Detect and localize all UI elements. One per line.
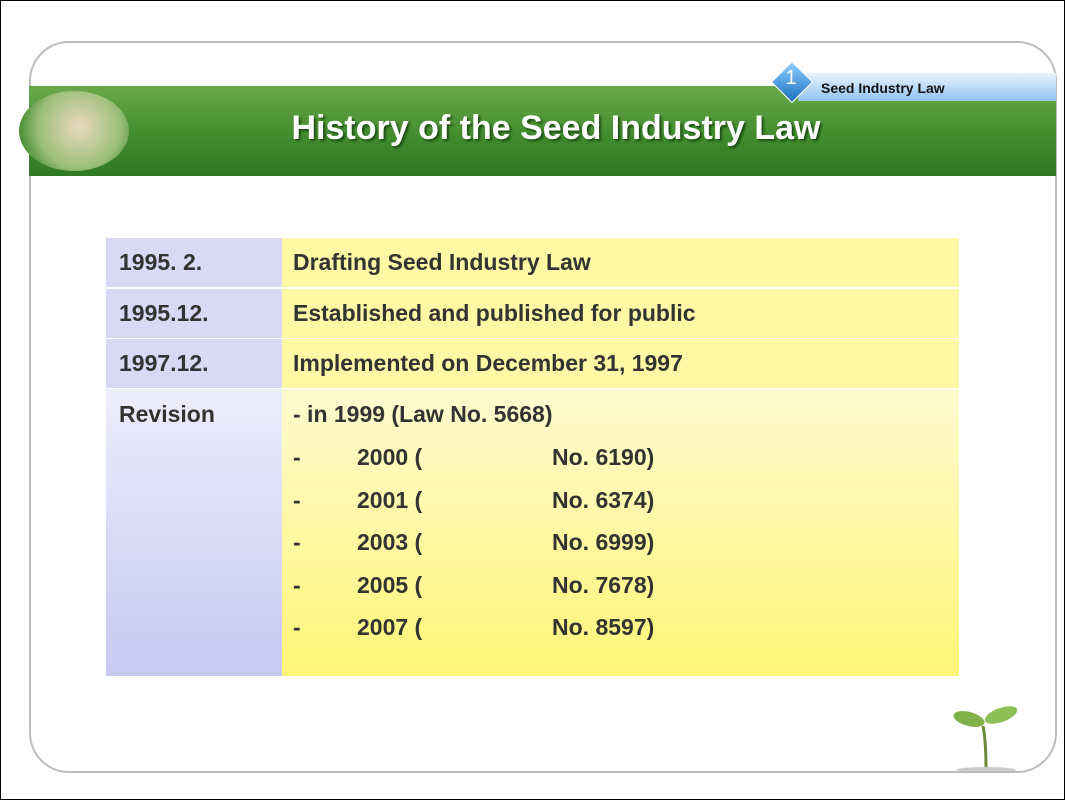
revision-year: 2003 ( <box>357 529 423 556</box>
revision-dash: - <box>293 529 301 556</box>
badge-label: Seed Industry Law <box>821 80 945 96</box>
revision-year: 2001 ( <box>357 486 423 513</box>
row-date: 1995. 2. <box>119 249 203 275</box>
row-text: Implemented on December 31, 1997 <box>293 350 683 376</box>
revision-number: No. 8597) <box>552 614 655 641</box>
leaf-image <box>19 91 129 171</box>
header-band <box>29 86 1056 176</box>
revision-text-bg <box>282 389 959 676</box>
row-text-bg <box>282 289 959 338</box>
slide-frame <box>29 41 1057 773</box>
slide-title: History of the Seed Industry Law <box>291 109 821 147</box>
row-label-bg <box>106 289 282 338</box>
revision-dash: - <box>293 614 301 641</box>
row-date: 1995.12. <box>119 300 209 326</box>
revision-dash: - <box>293 444 301 470</box>
row-text-bg <box>282 339 959 388</box>
row-label-bg <box>106 238 282 287</box>
row-label-bg <box>106 339 282 388</box>
row-text: Established and published for public <box>293 300 696 326</box>
revision-number: No. 6374) <box>552 486 655 513</box>
row-text-bg <box>282 238 959 287</box>
row-text: Drafting Seed Industry Law <box>293 249 591 275</box>
revision-dash: - <box>293 486 301 513</box>
revision-first-line: - in 1999 (Law No. 5668) <box>293 401 553 427</box>
badge-box <box>798 73 1056 101</box>
revision-year: 2005 ( <box>357 571 423 598</box>
revision-number: No. 6190) <box>552 444 655 470</box>
revision-number: No. 7678) <box>552 571 655 598</box>
revision-number: No. 6999) <box>552 529 655 556</box>
revision-label: Revision <box>119 401 215 427</box>
revision-year: 2000 ( <box>357 444 423 470</box>
revision-dash: - <box>293 571 301 598</box>
badge-number: 1 <box>785 67 797 89</box>
row-date: 1997.12. <box>119 350 209 376</box>
revision-year: 2007 ( <box>357 614 423 641</box>
sprout-icon <box>953 706 1018 771</box>
revision-label-bg <box>106 389 282 676</box>
